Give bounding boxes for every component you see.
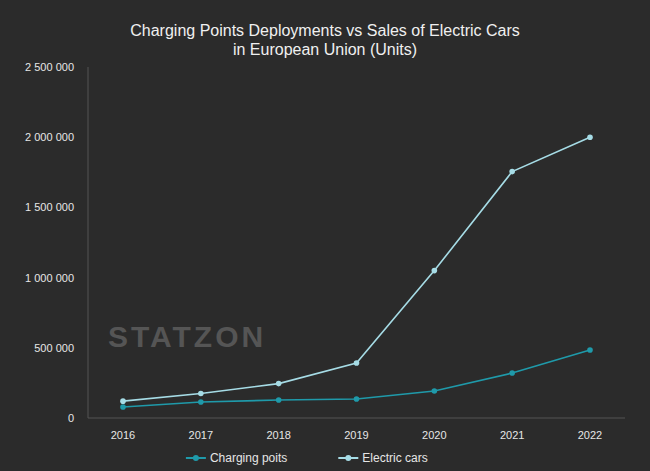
legend-label: Electric cars bbox=[362, 451, 427, 465]
series-point bbox=[276, 397, 282, 403]
legend-marker bbox=[345, 455, 351, 461]
series-point bbox=[198, 391, 204, 397]
title-line: in European Union (Units) bbox=[233, 41, 417, 58]
legend-marker bbox=[193, 455, 199, 461]
y-tick-label: 2 500 000 bbox=[25, 61, 74, 73]
x-tick-label: 2022 bbox=[578, 429, 602, 441]
title: Charging Points Deployments vs Sales of … bbox=[130, 22, 520, 58]
series-point bbox=[354, 396, 360, 402]
y-tick-label: 1 000 000 bbox=[25, 272, 74, 284]
legend-label: Charging poits bbox=[210, 451, 287, 465]
series-point bbox=[432, 268, 438, 274]
x-tick-label: 2020 bbox=[422, 429, 446, 441]
chart-svg: Charging Points Deployments vs Sales of … bbox=[0, 0, 650, 471]
x-tick-label: 2019 bbox=[344, 429, 368, 441]
series-point bbox=[432, 388, 438, 394]
series-line bbox=[123, 137, 590, 401]
series-line bbox=[123, 350, 590, 407]
watermark: STATZON bbox=[108, 320, 266, 353]
y-tick-label: 500 000 bbox=[34, 342, 74, 354]
x-tick-label: 2018 bbox=[266, 429, 290, 441]
series-point bbox=[120, 404, 126, 410]
title-line: Charging Points Deployments vs Sales of … bbox=[130, 22, 520, 39]
background bbox=[0, 0, 650, 471]
y-axis bbox=[88, 67, 89, 418]
x-tick-label: 2017 bbox=[189, 429, 213, 441]
series-point bbox=[587, 134, 593, 140]
x-tick-label: 2016 bbox=[111, 429, 135, 441]
legend: Charging poits Electric cars bbox=[186, 451, 428, 465]
series-point bbox=[509, 169, 515, 175]
plot-area bbox=[120, 134, 593, 409]
x-axis bbox=[88, 418, 625, 419]
y-tick-label: 2 000 000 bbox=[25, 131, 74, 143]
series-point bbox=[354, 360, 360, 366]
series-point bbox=[587, 347, 593, 353]
series-point bbox=[276, 381, 282, 387]
series-point bbox=[120, 398, 126, 404]
y-tick-label: 0 bbox=[68, 412, 74, 424]
series-point bbox=[198, 399, 204, 405]
chart-container: Charging Points Deployments vs Sales of … bbox=[0, 0, 650, 471]
y-tick-label: 1 500 000 bbox=[25, 201, 74, 213]
series-point bbox=[509, 370, 515, 376]
x-tick-label: 2021 bbox=[500, 429, 524, 441]
